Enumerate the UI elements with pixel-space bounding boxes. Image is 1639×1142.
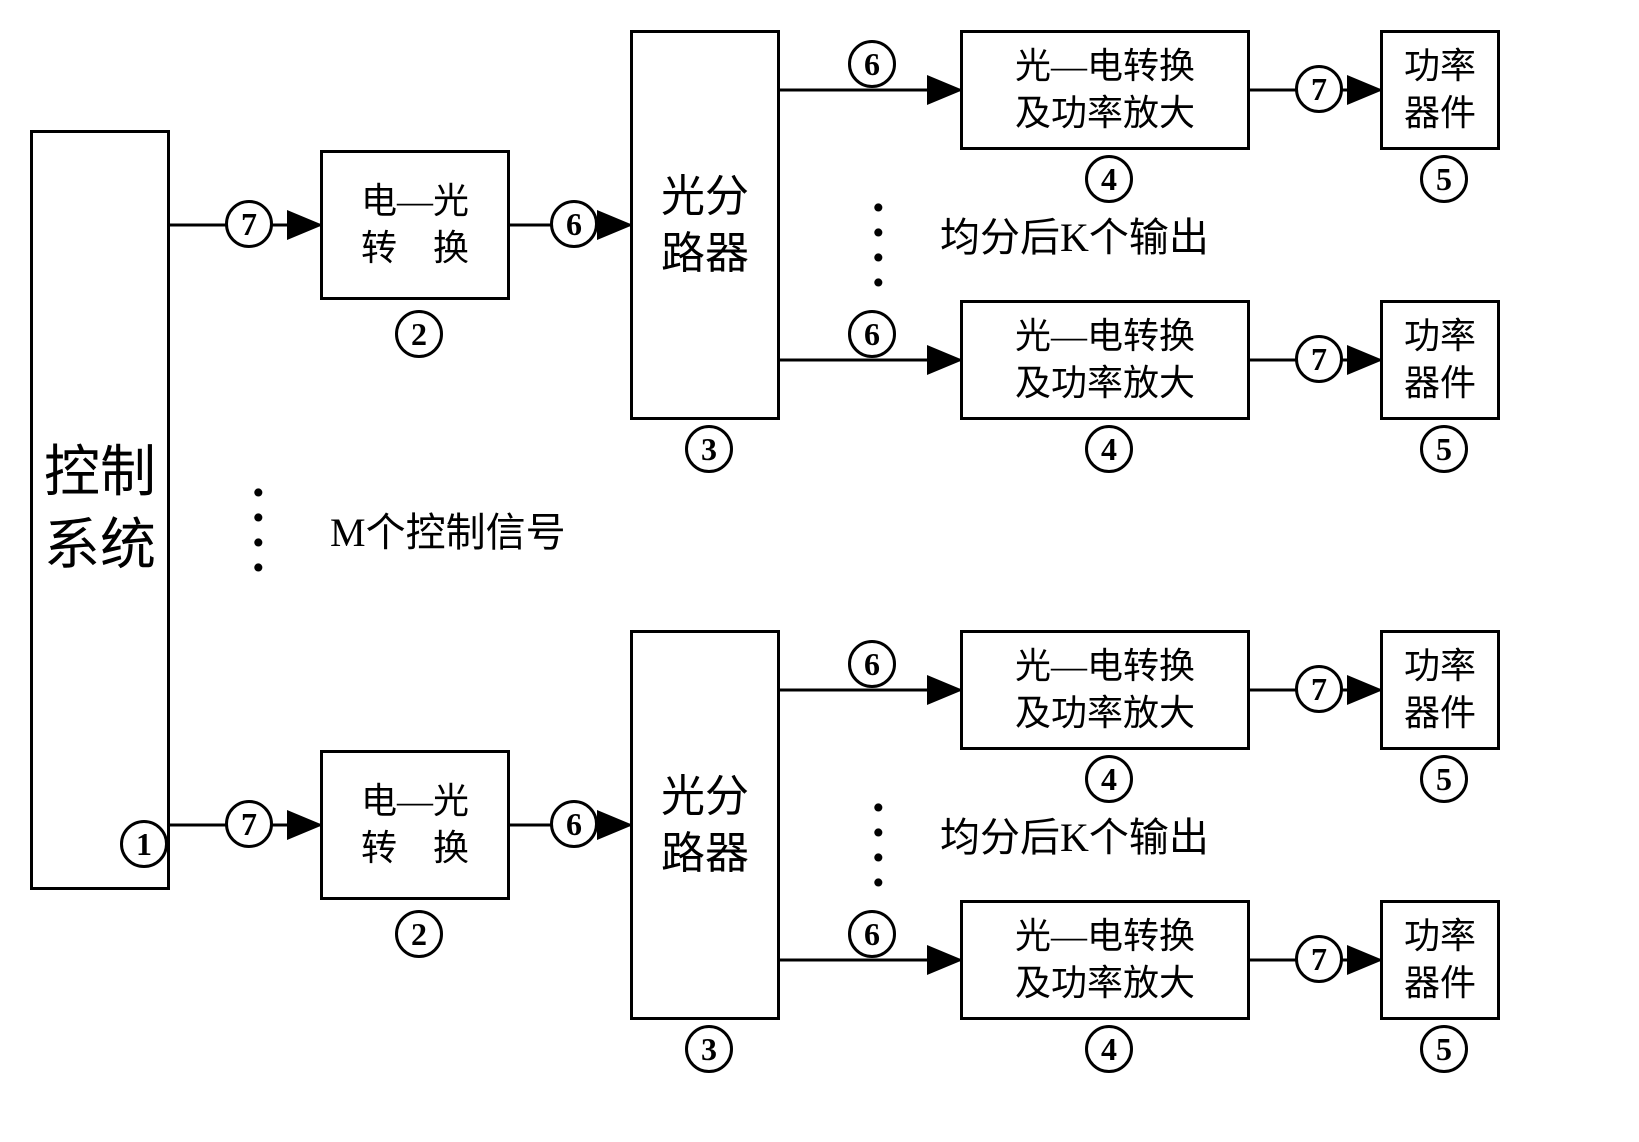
box-label: 电—光转 换 [361, 778, 469, 872]
label-k-out-bot: 均分后K个输出 [940, 805, 1209, 863]
box-label: 功率器件 [1404, 913, 1476, 1007]
box-label: 光—电转换及功率放大 [1015, 643, 1195, 737]
box-label: 功率器件 [1404, 643, 1476, 737]
box-label: 光—电转换及功率放大 [1015, 313, 1195, 407]
box-oe-2: 光—电转换及功率放大 [960, 300, 1250, 420]
num-badge-6: 6 [848, 310, 896, 358]
box-label: 功率器件 [1404, 43, 1476, 137]
vdots-icon: ···· [870, 795, 887, 895]
box-label: 电—光转 换 [361, 178, 469, 272]
box-label: 光分路器 [661, 168, 749, 282]
box-pd-2: 功率器件 [1380, 300, 1500, 420]
num-badge-6: 6 [848, 40, 896, 88]
num-badge-2: 2 [395, 910, 443, 958]
num-badge-5: 5 [1420, 155, 1468, 203]
box-splitter-bot: 光分路器 [630, 630, 780, 1020]
box-pd-3: 功率器件 [1380, 630, 1500, 750]
num-badge-3: 3 [685, 425, 733, 473]
num-badge-4: 4 [1085, 425, 1133, 473]
box-label: 控制系统 [44, 437, 156, 583]
num-badge-6: 6 [550, 800, 598, 848]
num-badge-3: 3 [685, 1025, 733, 1073]
num-badge-6: 6 [550, 200, 598, 248]
box-oe-4: 光—电转换及功率放大 [960, 900, 1250, 1020]
num-badge-7: 7 [1295, 335, 1343, 383]
num-badge-6: 6 [848, 910, 896, 958]
box-label: 光—电转换及功率放大 [1015, 913, 1195, 1007]
box-label: 光—电转换及功率放大 [1015, 43, 1195, 137]
box-label: 功率器件 [1404, 313, 1476, 407]
num-badge-4: 4 [1085, 155, 1133, 203]
vdots-icon: ···· [870, 195, 887, 295]
box-pd-1: 功率器件 [1380, 30, 1500, 150]
box-splitter-top: 光分路器 [630, 30, 780, 420]
num-badge-5: 5 [1420, 1025, 1468, 1073]
num-badge-7: 7 [1295, 65, 1343, 113]
num-badge-5: 5 [1420, 755, 1468, 803]
num-badge-4: 4 [1085, 755, 1133, 803]
num-badge-5: 5 [1420, 425, 1468, 473]
num-badge-7: 7 [1295, 935, 1343, 983]
num-badge-7: 7 [1295, 665, 1343, 713]
num-badge-4: 4 [1085, 1025, 1133, 1073]
label-k-out-top: 均分后K个输出 [940, 205, 1209, 263]
box-label: 光分路器 [661, 768, 749, 882]
num-badge-6: 6 [848, 640, 896, 688]
vdots-icon: ···· [250, 480, 267, 580]
num-badge-7: 7 [225, 200, 273, 248]
box-oe-3: 光—电转换及功率放大 [960, 630, 1250, 750]
box-pd-4: 功率器件 [1380, 900, 1500, 1020]
box-eo-top: 电—光转 换 [320, 150, 510, 300]
box-oe-1: 光—电转换及功率放大 [960, 30, 1250, 150]
num-badge-7: 7 [225, 800, 273, 848]
box-control-system: 控制系统 [30, 130, 170, 890]
num-badge-2: 2 [395, 310, 443, 358]
box-eo-bot: 电—光转 换 [320, 750, 510, 900]
num-badge-1: 1 [120, 820, 168, 868]
label-m-signals: M个控制信号 [330, 500, 566, 558]
